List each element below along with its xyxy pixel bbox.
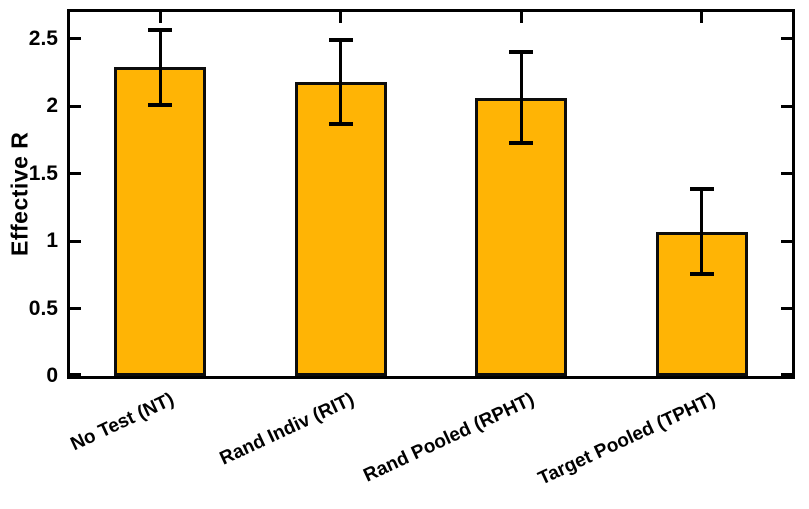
- error-bar-cap-top: [328, 38, 353, 43]
- y-tick-left: [70, 307, 81, 311]
- y-tick-right: [781, 239, 792, 243]
- y-tick-left: [70, 373, 81, 376]
- y-tick-label: 2.5: [28, 26, 58, 50]
- error-bar-stem: [339, 40, 343, 124]
- error-bar-stem: [519, 52, 523, 143]
- x-tick-top: [158, 12, 162, 23]
- y-tick-right: [781, 307, 792, 311]
- y-tick-label: 2: [46, 94, 58, 118]
- error-bar-stem: [158, 29, 162, 106]
- y-tick-right: [781, 373, 792, 376]
- x-tick-label: No Test (NT): [67, 389, 178, 456]
- y-tick-label: 1.5: [28, 161, 58, 185]
- x-tick-top: [519, 12, 523, 23]
- error-bar-stem: [700, 188, 704, 274]
- x-tick-label: Target Pooled (TPHT): [535, 389, 719, 490]
- y-tick-label: 0: [46, 364, 58, 387]
- error-bar-cap-bottom: [509, 140, 534, 145]
- error-bar-cap-top: [509, 50, 534, 55]
- y-tick-left: [70, 37, 81, 41]
- x-tick-label: Rand Pooled (RPHT): [360, 389, 539, 487]
- error-bar-cap-bottom: [148, 103, 173, 108]
- y-tick-right: [781, 172, 792, 176]
- y-tick-left: [70, 239, 81, 243]
- y-tick-label: 0.5: [28, 296, 58, 320]
- x-tick-top: [700, 12, 704, 23]
- y-tick-label: 1: [46, 229, 58, 253]
- y-tick-left: [70, 172, 81, 176]
- error-bar-cap-bottom: [689, 271, 714, 276]
- x-tick-top: [339, 12, 343, 23]
- x-tick-label: Rand Indiv (RIT): [216, 389, 358, 470]
- error-bar-cap-top: [148, 27, 173, 32]
- y-axis-label: Effective R: [6, 131, 33, 257]
- y-tick-right: [781, 37, 792, 41]
- y-tick-right: [781, 104, 792, 108]
- error-bar-cap-top: [689, 186, 714, 191]
- y-tick-left: [70, 104, 81, 108]
- bar: [114, 67, 207, 376]
- bar: [294, 82, 387, 376]
- error-bar-cap-bottom: [328, 121, 353, 126]
- plot-area: [67, 9, 795, 379]
